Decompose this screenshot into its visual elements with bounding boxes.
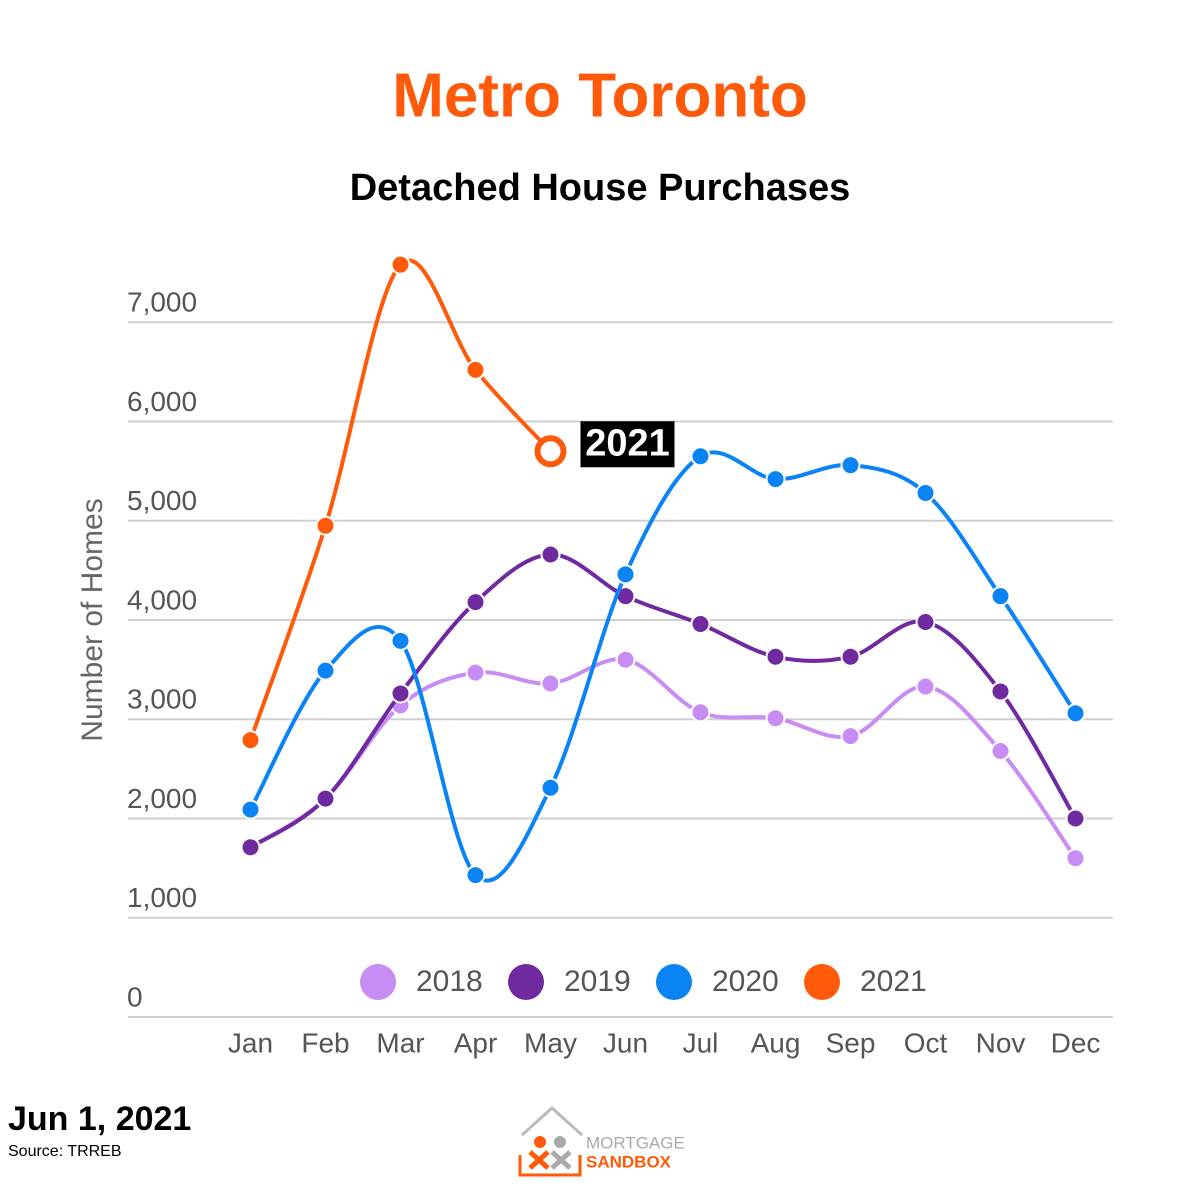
point: [240, 799, 261, 820]
point: [540, 673, 561, 694]
logo-roof: [520, 1105, 584, 1137]
logo-dot: [534, 1136, 546, 1148]
line: [248, 450, 1078, 883]
y-tick-label: 7,000: [127, 287, 197, 318]
source: Source: TRREB: [8, 1143, 122, 1160]
point: [990, 681, 1011, 702]
point: [390, 254, 411, 275]
point: [915, 482, 936, 503]
point: [765, 469, 786, 490]
legend-label: 2020: [712, 965, 779, 998]
legend-label: 2021: [860, 965, 927, 998]
logo-text: SANDBOX: [586, 1152, 672, 1171]
logo-x: [528, 1150, 550, 1170]
date: Jun 1, 2021: [8, 1100, 191, 1138]
logo-base: [518, 1155, 582, 1177]
point: [690, 446, 711, 467]
x-tick-label: Aug: [751, 1027, 801, 1058]
line: [248, 258, 552, 741]
logo-x: [550, 1150, 572, 1170]
x-tick-label: Dec: [1051, 1027, 1101, 1058]
point: [915, 611, 936, 632]
x-tick-label: Sep: [826, 1027, 876, 1058]
y-tick-label: 4,000: [127, 584, 197, 615]
point: [690, 613, 711, 634]
point: [1065, 848, 1086, 869]
x-tick-label: Oct: [904, 1027, 948, 1058]
legend-label: 2018: [416, 965, 483, 998]
point: [465, 359, 486, 380]
y-tick-label: 6,000: [127, 386, 197, 417]
point: [615, 649, 636, 670]
y-tick-label: 1,000: [127, 882, 197, 913]
point: [240, 730, 261, 751]
point: [915, 676, 936, 697]
y-tick-label: 2,000: [127, 783, 197, 814]
logo-dot: [554, 1136, 566, 1148]
point: [465, 865, 486, 886]
point: [840, 646, 861, 667]
point: [315, 515, 336, 536]
y-axis-label: Number of Homes: [76, 498, 109, 741]
line: [249, 657, 1078, 860]
x-tick-label: May: [524, 1027, 577, 1058]
logo-text: MORTGAGE: [586, 1133, 685, 1152]
x-tick-label: Jun: [603, 1027, 648, 1058]
legend-marker: [804, 964, 840, 1000]
point: [540, 544, 561, 565]
point: [465, 592, 486, 613]
x-tick-label: Apr: [454, 1027, 498, 1058]
legend-marker: [360, 964, 396, 1000]
point: [690, 702, 711, 723]
y-tick-label: 5,000: [127, 485, 197, 516]
x-tick-label: Jan: [228, 1027, 273, 1058]
point: [840, 455, 861, 476]
end-label-text: 2021: [585, 422, 670, 464]
logo: MORTGAGE SANDBOX: [518, 1105, 685, 1177]
x-tick-label: Mar: [376, 1027, 424, 1058]
point: [540, 777, 561, 798]
point: [390, 683, 411, 704]
point: [315, 660, 336, 681]
y-tick-label: 0: [127, 981, 143, 1012]
chart-subtitle: Detached House Purchases: [350, 167, 851, 209]
chart-title: Metro Toronto: [392, 61, 808, 130]
x-tick-label: Jul: [683, 1027, 719, 1058]
point: [840, 726, 861, 747]
line: [249, 552, 1078, 849]
end-label-bg: [580, 421, 675, 468]
x-tick-label: Feb: [301, 1027, 349, 1058]
end-label: 2021: [580, 421, 675, 468]
legend-marker: [656, 964, 692, 1000]
point: [765, 646, 786, 667]
point: [1065, 808, 1086, 829]
point: [390, 630, 411, 651]
point: [615, 564, 636, 585]
legend-marker: [508, 964, 544, 1000]
x-tick-label: Nov: [976, 1027, 1026, 1058]
point: [534, 435, 567, 468]
point: [990, 741, 1011, 762]
point: [465, 662, 486, 683]
point: [765, 708, 786, 729]
y-tick-label: 3,000: [127, 684, 197, 715]
point: [1065, 703, 1086, 724]
point: [240, 837, 261, 858]
point: [315, 788, 336, 809]
point: [990, 586, 1011, 607]
legend-label: 2019: [564, 965, 631, 998]
